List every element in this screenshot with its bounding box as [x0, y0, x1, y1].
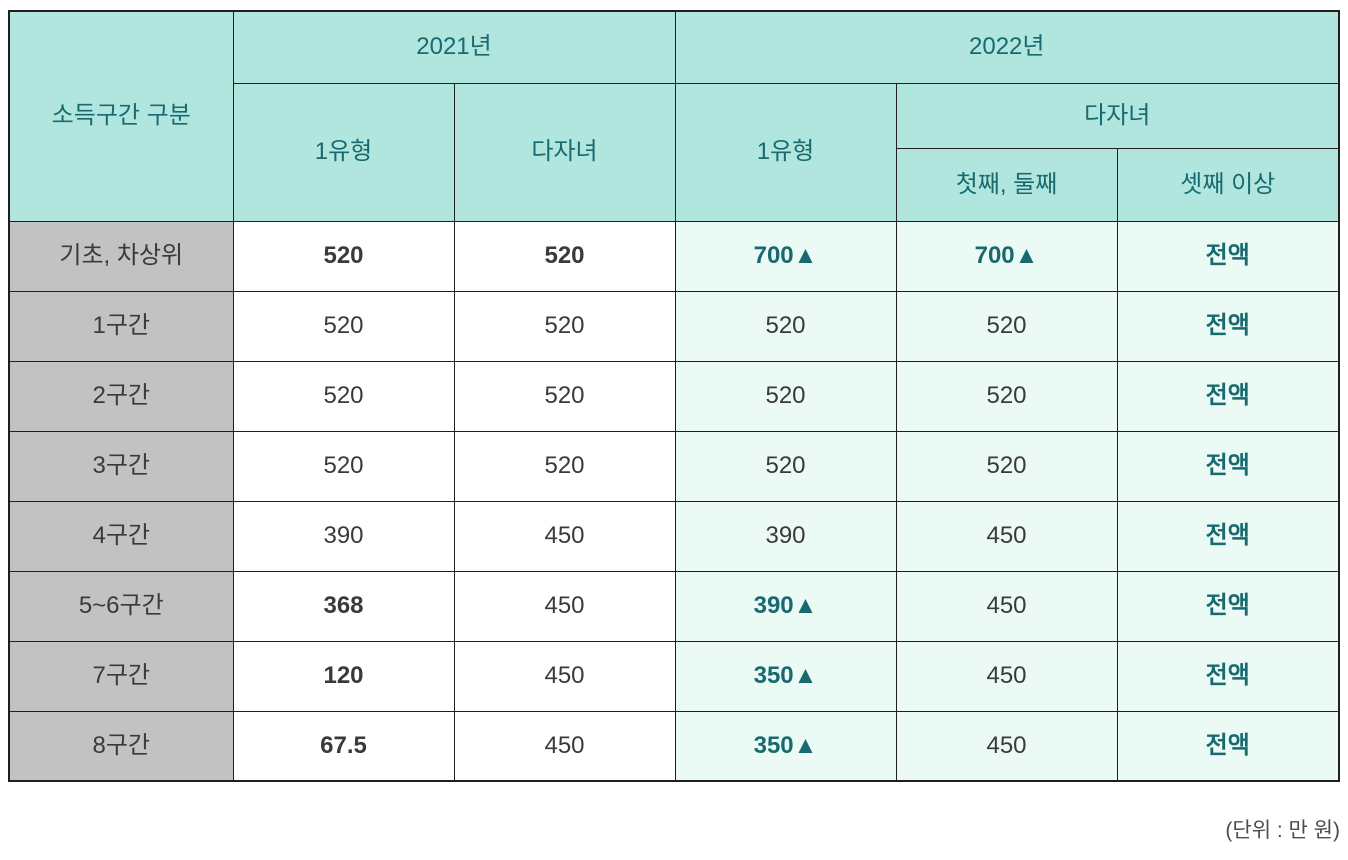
value-cell: 700▲	[895, 220, 1118, 292]
table-row: 3구간 520 520 520 520 전액	[8, 430, 1340, 502]
value-cell: 520	[232, 220, 455, 292]
value-cell: 520	[232, 430, 455, 502]
table-row: 4구간 390 450 390 450 전액	[8, 500, 1340, 572]
row-label: 7구간	[8, 640, 234, 712]
row-label: 2구간	[8, 360, 234, 432]
header-row-years: 소득구간 구분 2021년 2022년	[8, 10, 1340, 222]
value-cell: 450	[895, 710, 1118, 782]
header-2022-multichild: 다자녀	[895, 82, 1340, 149]
table-row: 1구간 520 520 520 520 전액	[8, 290, 1340, 362]
value-cell: 450	[453, 500, 676, 572]
header-2022-type1: 1유형	[674, 82, 897, 222]
header-row-categories: 1유형 다자녀 1유형 다자녀	[9, 82, 1340, 222]
unit-note: (단위 : 만 원)	[1225, 819, 1340, 842]
value-cell: 390	[232, 500, 455, 572]
header-income-bracket: 소득구간 구분	[8, 10, 234, 222]
value-cell: 520	[895, 430, 1118, 502]
value-cell: 700▲	[674, 220, 897, 292]
table-row: 8구간 67.5 450 350▲ 450 전액	[8, 710, 1340, 782]
value-cell: 520	[895, 360, 1118, 432]
value-cell: 전액	[1116, 500, 1340, 572]
header-year-2021: 2021년	[232, 10, 676, 84]
row-label: 기초, 차상위	[8, 220, 234, 292]
table-row: 기초, 차상위 520 520 700▲ 700▲ 전액	[8, 220, 1340, 292]
table-header: 소득구간 구분 2021년 2022년 1유형 다자녀 1유형 다자녀 첫째, …	[8, 10, 1340, 222]
value-cell: 전액	[1116, 430, 1340, 502]
header-2021-type1: 1유형	[232, 82, 455, 222]
header-year-2022: 2022년	[674, 10, 1340, 84]
header-2022-third-plus: 셋째 이상	[1116, 147, 1340, 222]
value-cell: 520	[453, 360, 676, 432]
value-cell: 520	[674, 360, 897, 432]
value-cell: 520	[453, 220, 676, 292]
value-cell: 120	[232, 640, 455, 712]
value-cell: 390	[674, 500, 897, 572]
value-cell: 520	[453, 430, 676, 502]
table-body: 기초, 차상위 520 520 700▲ 700▲ 전액 1구간 520 520…	[8, 220, 1340, 782]
header-2022-first-second: 첫째, 둘째	[895, 147, 1118, 222]
table-row: 7구간 120 450 350▲ 450 전액	[8, 640, 1340, 712]
value-cell: 520	[232, 290, 455, 362]
value-cell: 전액	[1116, 290, 1340, 362]
value-cell: 67.5	[232, 710, 455, 782]
value-cell: 전액	[1116, 640, 1340, 712]
table-row: 5~6구간 368 450 390▲ 450 전액	[8, 570, 1340, 642]
row-label: 4구간	[8, 500, 234, 572]
value-cell: 450	[895, 500, 1118, 572]
row-label: 5~6구간	[8, 570, 234, 642]
value-cell: 전액	[1116, 360, 1340, 432]
value-cell: 전액	[1116, 570, 1340, 642]
value-cell: 390▲	[674, 570, 897, 642]
value-cell: 520	[674, 290, 897, 362]
header-2021-multichild: 다자녀	[453, 82, 676, 222]
row-label: 3구간	[8, 430, 234, 502]
value-cell: 450	[453, 640, 676, 712]
value-cell: 450	[453, 570, 676, 642]
income-bracket-table: 소득구간 구분 2021년 2022년 1유형 다자녀 1유형 다자녀 첫째, …	[8, 10, 1340, 782]
value-cell: 350▲	[674, 640, 897, 712]
value-cell: 450	[453, 710, 676, 782]
header-row-subcategories: 첫째, 둘째 셋째 이상	[9, 147, 1340, 222]
value-cell: 450	[895, 640, 1118, 712]
value-cell: 450	[895, 570, 1118, 642]
row-label: 1구간	[8, 290, 234, 362]
value-cell: 368	[232, 570, 455, 642]
value-cell: 520	[674, 430, 897, 502]
table-row: 2구간 520 520 520 520 전액	[8, 360, 1340, 432]
row-label: 8구간	[8, 710, 234, 782]
value-cell: 520	[453, 290, 676, 362]
value-cell: 전액	[1116, 220, 1340, 292]
value-cell: 전액	[1116, 710, 1340, 782]
value-cell: 520	[232, 360, 455, 432]
value-cell: 520	[895, 290, 1118, 362]
value-cell: 350▲	[674, 710, 897, 782]
